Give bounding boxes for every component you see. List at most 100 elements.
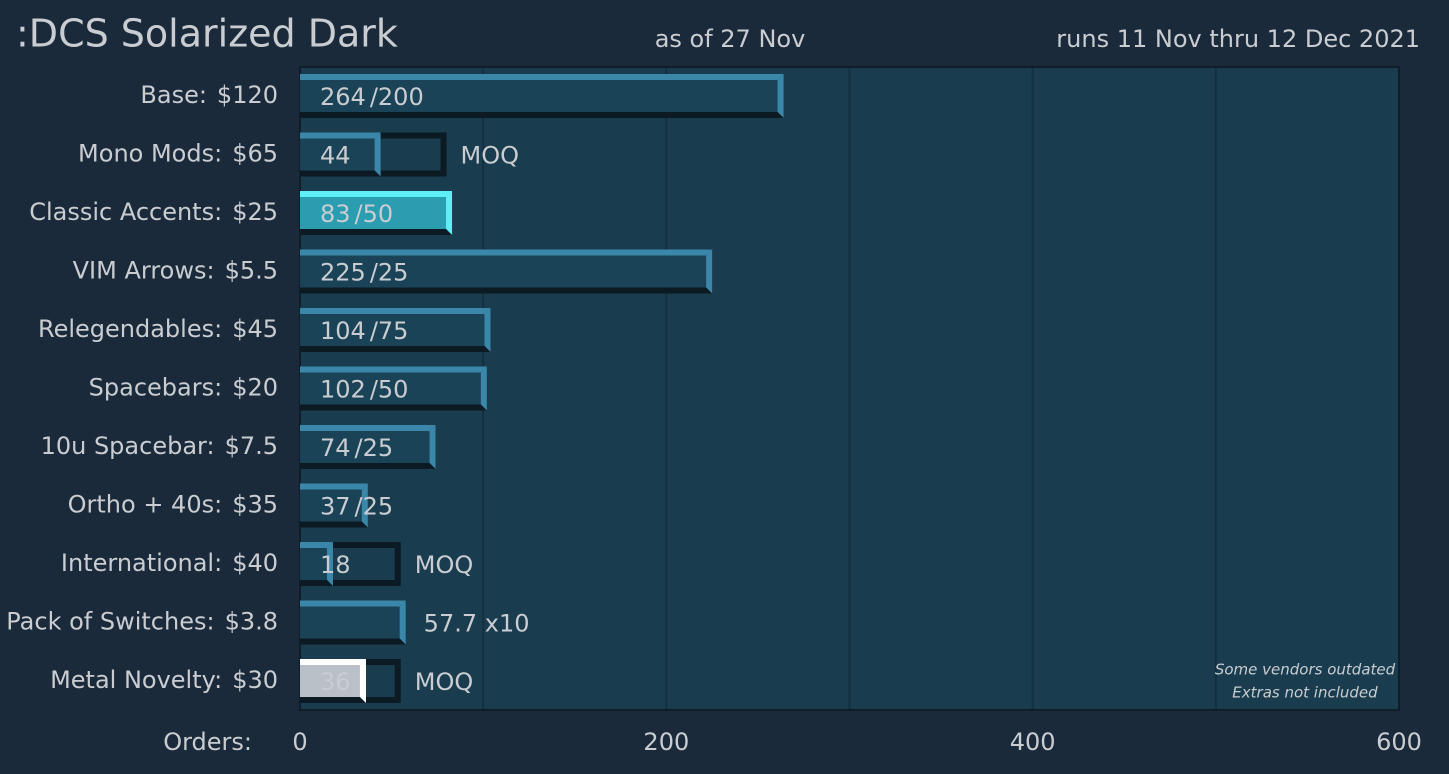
category-price: $45 (232, 315, 278, 343)
bar (300, 308, 491, 352)
bar (300, 366, 487, 411)
category-label: Mono Mods: $65 (78, 140, 278, 168)
category-price: $120 (217, 81, 278, 109)
bar-bevel (300, 697, 366, 703)
bar-bevel (300, 249, 713, 256)
value-label: 36 (320, 668, 351, 696)
bar-bevel (300, 170, 381, 177)
category-label: Metal Novelty: $30 (50, 666, 278, 694)
category-price: $65 (232, 140, 278, 168)
note: Some vendors outdated (1215, 661, 1396, 679)
bar-bevel (300, 229, 453, 235)
category-label: Ortho + 40s: $35 (68, 491, 278, 519)
category-label: Base: $120 (140, 81, 278, 109)
bar-bevel (777, 74, 784, 118)
bar-bevel (300, 112, 784, 118)
value-label: 74 (320, 434, 351, 462)
bar-bevel (480, 366, 487, 411)
subtitle: as of 27 Nov (655, 25, 806, 53)
bar-bevel (359, 659, 366, 703)
bar-bevel (394, 659, 401, 703)
x-tick-label: 200 (643, 728, 689, 756)
value-label: 104 (320, 317, 366, 345)
category-label: Pack of Switches: $3.8 (6, 608, 278, 636)
bar-bevel (300, 483, 368, 490)
category-price: $5.5 (225, 257, 278, 285)
bar-bevel (300, 191, 453, 197)
category-name: Mono Mods: (78, 140, 222, 168)
bar (300, 249, 713, 294)
value-label: 225 (320, 259, 366, 287)
x-tick-label: 600 (1376, 728, 1422, 756)
bar-bevel (399, 600, 406, 645)
moq-label: MOQ (415, 551, 474, 579)
category-name: Relegendables: (38, 315, 222, 343)
bar-bevel (326, 542, 333, 586)
category-name: 10u Spacebar: (41, 432, 215, 460)
run-dates: runs 11 Nov thru 12 Dec 2021 (1056, 25, 1420, 53)
value-label: 37 (320, 493, 351, 521)
bar-bevel (300, 600, 406, 607)
moq-label: MOQ (415, 668, 474, 696)
category-label: Spacebars: $20 (89, 374, 278, 402)
bar-bevel (374, 132, 381, 177)
target-label: /50 (370, 376, 409, 404)
value-label: 83 (320, 200, 351, 228)
category-name: International: (61, 549, 222, 577)
bar-bevel (300, 521, 368, 528)
target-label: /75 (370, 317, 409, 345)
bar-bevel (429, 425, 436, 469)
bar-bevel (300, 74, 784, 80)
bar-bevel (446, 191, 453, 235)
value-label: 102 (320, 376, 366, 404)
category-price: $40 (232, 549, 278, 577)
x-tick-label: 400 (1010, 728, 1056, 756)
bar-bevel (300, 542, 333, 548)
bar (300, 659, 366, 703)
target-label: /25 (355, 434, 394, 462)
bar (300, 132, 381, 177)
bar-bevel (300, 287, 713, 294)
bar-bevel (440, 132, 447, 177)
bar (300, 483, 368, 528)
bar (300, 191, 453, 235)
target-label: /25 (355, 493, 394, 521)
bar-bevel (300, 346, 491, 352)
note: Extras not included (1232, 684, 1378, 702)
bar-bevel (300, 404, 487, 411)
category-label: VIM Arrows: $5.5 (73, 257, 278, 285)
bar-bevel (300, 463, 436, 469)
target-label: /50 (355, 200, 394, 228)
category-name: Base: (140, 81, 207, 109)
category-price: $20 (232, 374, 278, 402)
value-label: 57.7 x10 (424, 610, 530, 638)
bar (300, 600, 406, 645)
category-name: Pack of Switches: (6, 608, 214, 636)
bar-bevel (300, 425, 436, 431)
bar-bevel (300, 132, 381, 139)
bar-bevel (300, 366, 487, 373)
target-label: /25 (370, 259, 409, 287)
chart-title: :DCS Solarized Dark (16, 12, 398, 56)
category-label: International: $40 (61, 549, 278, 577)
category-name: Classic Accents: (29, 198, 222, 226)
value-label: 264 (320, 83, 366, 111)
category-price: $3.8 (225, 608, 278, 636)
category-name: Metal Novelty: (50, 666, 222, 694)
category-name: Ortho + 40s: (68, 491, 223, 519)
bar-bevel (484, 308, 491, 352)
target-label: /200 (370, 83, 424, 111)
moq-label: MOQ (461, 142, 520, 170)
category-label: Classic Accents: $25 (29, 198, 278, 226)
bar-bevel (300, 638, 406, 645)
bar-bevel (706, 249, 713, 294)
category-price: $35 (232, 491, 278, 519)
bar (300, 74, 784, 118)
category-label: Relegendables: $45 (38, 315, 278, 343)
bar-bevel (361, 483, 368, 528)
category-name: VIM Arrows: (73, 257, 215, 285)
value-label: 18 (320, 551, 351, 579)
bar-bevel (300, 659, 366, 665)
